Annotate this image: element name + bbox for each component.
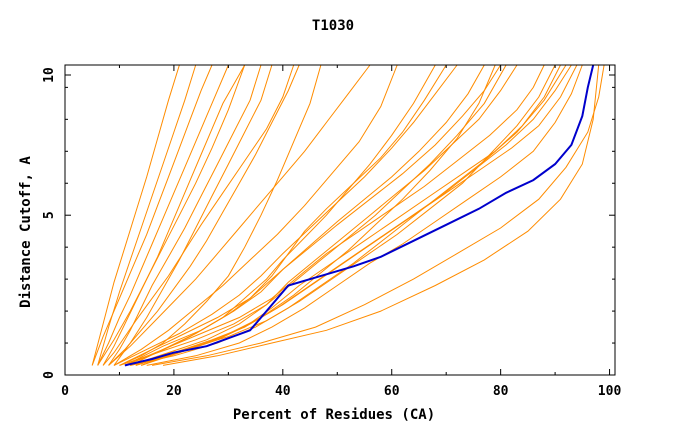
chart-title: T1030 bbox=[312, 18, 354, 34]
model-curve-3 bbox=[102, 64, 246, 366]
highlight-layer bbox=[124, 64, 595, 367]
highlight-curve bbox=[124, 64, 595, 367]
model-curve-20 bbox=[141, 64, 578, 366]
model-curve-2 bbox=[97, 64, 229, 366]
model-curve-26 bbox=[135, 64, 496, 366]
model-curve-5 bbox=[97, 64, 197, 366]
x-tick-label: 40 bbox=[275, 384, 291, 399]
model-curve-6 bbox=[102, 64, 295, 366]
x-tick-label: 60 bbox=[384, 384, 400, 399]
model-curve-23 bbox=[152, 64, 605, 366]
y-tick-label: 10 bbox=[42, 67, 57, 83]
x-tick-label: 20 bbox=[166, 384, 182, 399]
model-curve-4 bbox=[108, 64, 262, 366]
x-tick-label: 80 bbox=[493, 384, 509, 399]
model-curve-21 bbox=[124, 64, 545, 366]
plot-frame bbox=[64, 64, 616, 376]
model-curve-25 bbox=[119, 64, 507, 366]
y-tick-label: 0 bbox=[42, 371, 57, 379]
x-axis-label: Percent of Residues (CA) bbox=[233, 407, 435, 423]
model-curve-7 bbox=[108, 64, 300, 366]
series-layer bbox=[91, 64, 605, 366]
model-curve-11 bbox=[119, 64, 322, 366]
model-curve-29 bbox=[130, 64, 567, 366]
model-curve-24 bbox=[162, 64, 600, 366]
model-curve-13 bbox=[124, 64, 436, 366]
model-curve-27 bbox=[113, 64, 398, 366]
model-curve-10 bbox=[97, 64, 246, 366]
x-tick-label: 100 bbox=[598, 384, 622, 399]
model-curve-14 bbox=[119, 64, 485, 366]
model-curve-19 bbox=[130, 64, 572, 366]
model-curve-28 bbox=[108, 64, 371, 366]
x-axis: 0 20 40 60 80 100 bbox=[61, 65, 621, 399]
y-tick-label: 5 bbox=[42, 211, 57, 219]
x-tick-label: 0 bbox=[61, 384, 69, 399]
y-axis-label: Distance Cutoff, A bbox=[18, 156, 34, 308]
model-curve-30 bbox=[141, 64, 556, 366]
model-curve-12 bbox=[130, 64, 447, 366]
model-curve-22 bbox=[146, 64, 583, 366]
model-curve-16 bbox=[124, 64, 502, 366]
y-axis: 0 5 10 bbox=[42, 67, 615, 379]
model-curve-15 bbox=[130, 64, 518, 366]
model-curve-17 bbox=[113, 64, 458, 366]
model-curve-8 bbox=[91, 64, 180, 366]
model-curve-9 bbox=[113, 64, 273, 366]
model-curve-18 bbox=[135, 64, 561, 366]
